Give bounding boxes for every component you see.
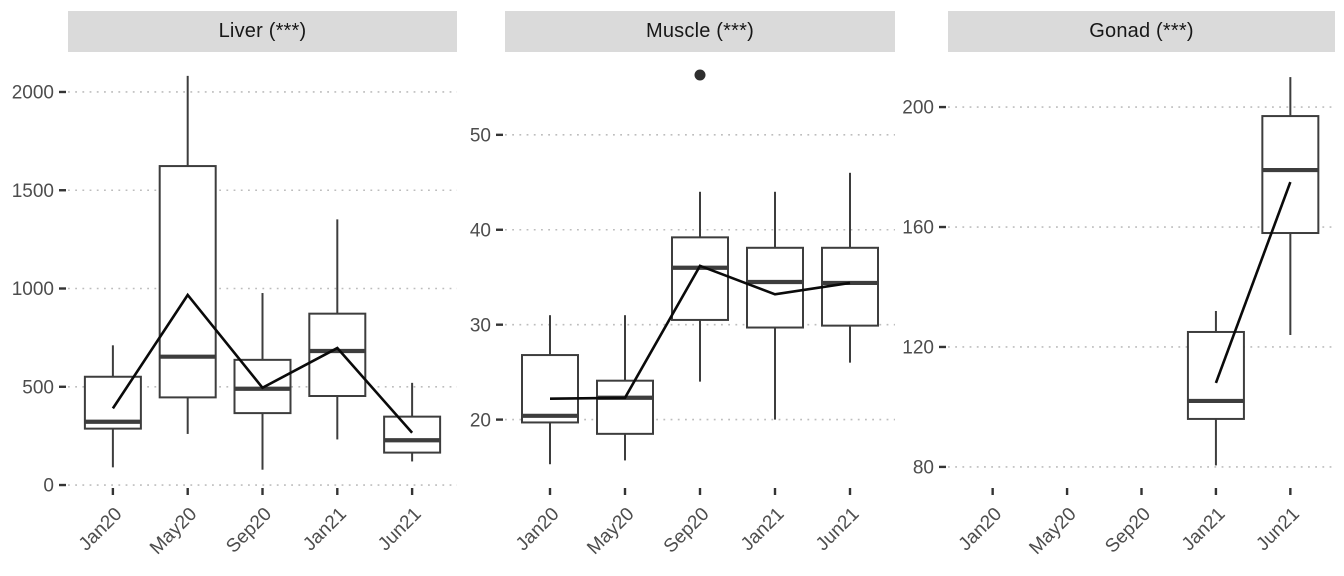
x-axis-tick-label: Sep20 xyxy=(1101,504,1155,558)
box-iqr xyxy=(596,379,654,435)
box-iqr xyxy=(521,354,579,424)
x-axis-tick-label: Jan21 xyxy=(737,504,788,555)
x-axis-tick-label: Jan20 xyxy=(75,504,126,555)
x-axis-tick-label: May20 xyxy=(1025,504,1080,559)
mean-trend-line xyxy=(549,264,851,401)
x-axis-tick-label: Jun21 xyxy=(812,504,863,555)
y-axis-tick-label: 20 xyxy=(470,410,491,431)
y-axis-tick-label: 1000 xyxy=(12,279,54,300)
y-axis-tick-label: 2000 xyxy=(12,83,54,104)
x-axis-tick-label: Jun21 xyxy=(374,504,425,555)
box-iqr xyxy=(1261,115,1320,235)
x-axis-tick-label: Jan20 xyxy=(955,504,1006,555)
y-axis-tick-label: 160 xyxy=(902,218,934,239)
mean-trend-line xyxy=(1214,181,1292,384)
box-iqr xyxy=(383,415,442,454)
facet-strip-liver: Liver (***) xyxy=(68,11,457,52)
facet-title-muscle: Muscle (***) xyxy=(646,20,754,42)
facet-strip-muscle: Muscle (***) xyxy=(505,11,895,52)
box-iqr xyxy=(158,165,217,399)
y-axis-tick-label: 80 xyxy=(913,458,934,479)
x-axis-tick-label: May20 xyxy=(146,504,201,559)
y-axis-tick-label: 50 xyxy=(470,125,491,146)
box-iqr xyxy=(1186,330,1245,420)
mean-trend-line xyxy=(111,292,414,434)
facet-strip-gonad: Gonad (***) xyxy=(948,11,1335,52)
x-axis-tick-label: Sep20 xyxy=(660,504,714,558)
y-axis-tick-label: 200 xyxy=(902,98,934,119)
facet-title-liver: Liver (***) xyxy=(218,20,307,42)
box-iqr xyxy=(671,236,729,321)
x-axis-tick-label: May20 xyxy=(583,504,638,559)
x-axis-tick-label: Jan21 xyxy=(1178,504,1229,555)
y-axis-tick-label: 1500 xyxy=(12,181,54,202)
box-iqr xyxy=(308,312,367,398)
x-axis-tick-label: Sep20 xyxy=(222,504,276,558)
facet-title-gonad: Gonad (***) xyxy=(1089,20,1194,42)
x-axis-tick-label: Jan21 xyxy=(299,504,350,555)
outlier-point xyxy=(694,69,706,81)
x-axis-tick-label: Jan20 xyxy=(512,504,563,555)
x-axis-tick-label: Jun21 xyxy=(1252,504,1303,555)
y-axis-tick-label: 500 xyxy=(22,377,54,398)
y-axis-tick-label: 120 xyxy=(902,338,934,359)
y-axis-tick-label: 30 xyxy=(470,315,491,336)
y-axis-tick-label: 40 xyxy=(470,220,491,241)
y-axis-tick-label: 0 xyxy=(43,476,54,497)
